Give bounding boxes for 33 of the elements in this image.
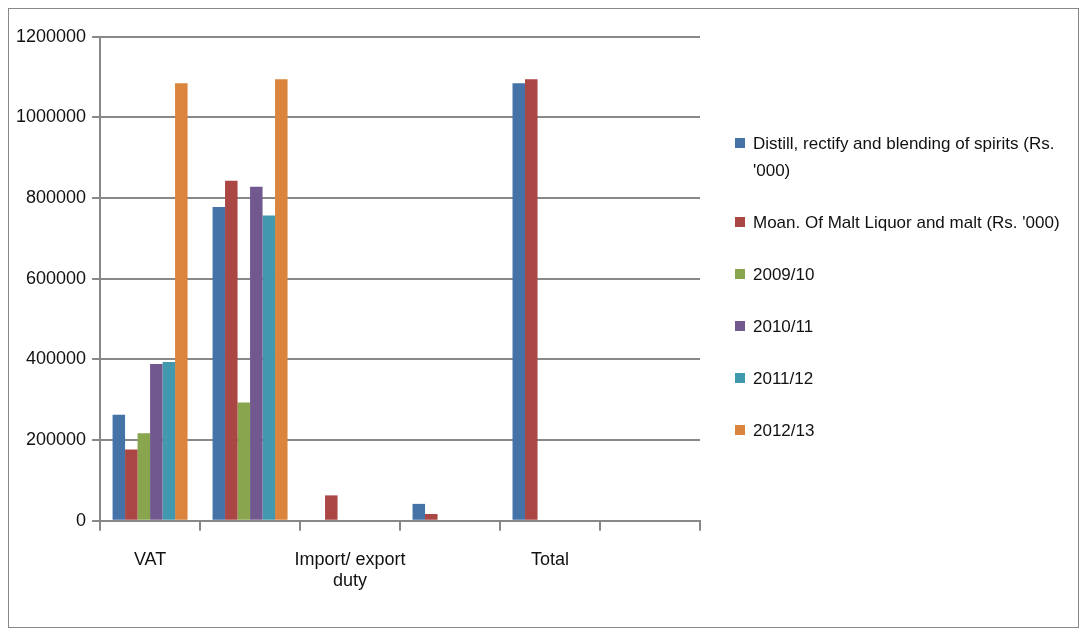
y-tick-label: 1200000 (16, 25, 87, 46)
y-tick-label: 1000000 (16, 106, 87, 127)
bar (262, 215, 276, 520)
legend-label: 2011/12 (753, 368, 814, 390)
y-tick-label: 400000 (26, 348, 87, 369)
bar (412, 503, 426, 520)
bar (175, 83, 188, 520)
legend-label: Moan. Of Malt Liquor and malt (Rs. '000) (753, 212, 1060, 234)
bar (137, 433, 151, 520)
y-tick-label: 800000 (26, 187, 87, 208)
bar (150, 363, 163, 520)
legend-label: 2012/13 (753, 420, 815, 442)
legend-label: Distill, rectify and blending of spirits (Rs. '000) (753, 133, 1056, 182)
bar (162, 361, 176, 520)
y-tick-label: 600000 (26, 267, 87, 288)
bar (425, 513, 438, 520)
bar (250, 186, 263, 520)
bar (325, 495, 338, 520)
x-tick-label: VAT (133, 548, 167, 569)
bar (512, 83, 526, 520)
y-tick-label: 0 (76, 509, 87, 530)
bar (112, 414, 126, 520)
bar (237, 402, 251, 520)
bar (212, 207, 226, 520)
bar (225, 180, 238, 520)
x-tick-label: Import/ export duty (294, 548, 406, 591)
bar (275, 79, 288, 520)
y-tick-label: 200000 (26, 429, 87, 450)
x-tick-label: Total (531, 548, 570, 569)
bar (525, 79, 538, 520)
bar (125, 449, 138, 520)
legend-label: 2009/10 (753, 264, 815, 286)
legend-label: 2010/11 (753, 316, 814, 338)
